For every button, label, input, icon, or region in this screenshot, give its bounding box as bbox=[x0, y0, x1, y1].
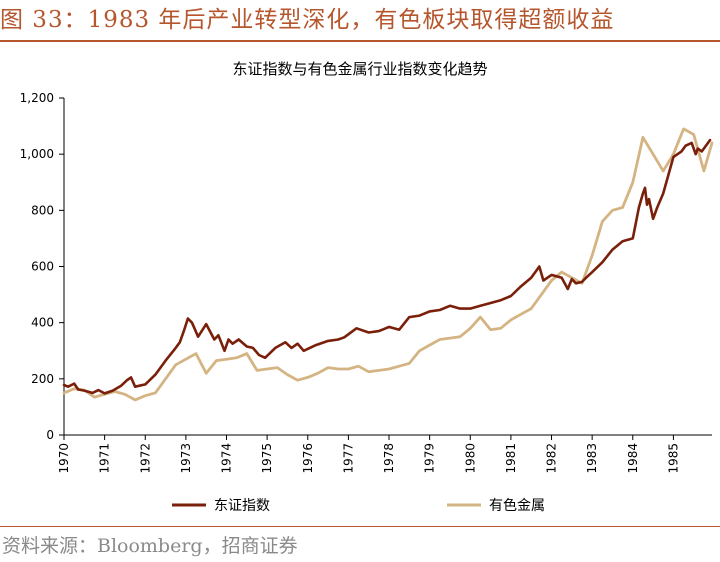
x-tick-label: 1973 bbox=[179, 443, 193, 474]
x-tick-label: 1983 bbox=[585, 443, 599, 474]
x-tick-label: 1977 bbox=[341, 443, 355, 474]
source-rule bbox=[0, 526, 720, 527]
chart-axes: 0 200 400 600 800 1,000 1,200 1970 1971 1972 1973 1… bbox=[20, 91, 712, 474]
y-tick-label: 1,200 bbox=[20, 91, 54, 105]
x-tick-label: 1985 bbox=[666, 443, 680, 474]
source-note: 资料来源：Bloomberg，招商证券 bbox=[2, 535, 298, 557]
legend-label-series-2: 有色金属 bbox=[489, 497, 545, 514]
x-tick-label: 1974 bbox=[220, 443, 234, 474]
y-tick-label: 400 bbox=[31, 316, 54, 330]
x-tick-label: 1982 bbox=[545, 443, 559, 474]
x-tick-label: 1971 bbox=[98, 443, 112, 474]
x-tick-label: 1979 bbox=[423, 443, 437, 474]
y-tick-label: 800 bbox=[31, 203, 54, 217]
series-line-2 bbox=[62, 127, 714, 402]
x-tick-label: 1978 bbox=[382, 443, 396, 474]
x-tick-label: 1981 bbox=[504, 443, 518, 474]
x-tick-label: 1970 bbox=[57, 443, 71, 474]
y-tick-label: 1,000 bbox=[20, 147, 54, 161]
title-rule bbox=[0, 40, 720, 42]
x-tick-label: 1972 bbox=[138, 443, 152, 474]
chart-legend: 东证指数 有色金属 bbox=[172, 497, 545, 514]
figure-title: 图 33：1983 年后产业转型深化，有色板块取得超额收益 bbox=[0, 7, 615, 33]
y-tick-label: 200 bbox=[31, 372, 54, 386]
chart-lines bbox=[62, 127, 714, 402]
x-tick-label: 1984 bbox=[626, 443, 640, 474]
x-tick-label: 1975 bbox=[260, 443, 274, 474]
x-tick-label: 1976 bbox=[301, 443, 315, 474]
y-tick-label: 600 bbox=[31, 260, 54, 274]
x-tick-label: 1980 bbox=[463, 443, 477, 474]
chart-title: 东证指数与有色金属行业指数变化趋势 bbox=[232, 60, 487, 78]
legend-label-series-1: 东证指数 bbox=[214, 498, 270, 514]
line-chart: 东证指数与有色金属行业指数变化趋势 0 200 400 600 800 1,000 1,20… bbox=[20, 60, 714, 514]
y-tick-label: 0 bbox=[46, 428, 54, 442]
series-line-1 bbox=[62, 138, 712, 395]
